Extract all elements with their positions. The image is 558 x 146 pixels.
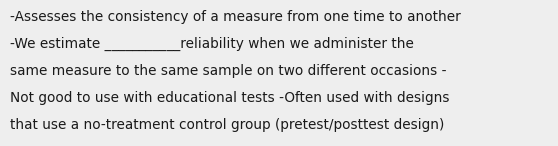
Text: -Assesses the consistency of a measure from one time to another: -Assesses the consistency of a measure f… [10, 10, 461, 24]
Text: Not good to use with educational tests -Often used with designs: Not good to use with educational tests -… [10, 91, 450, 105]
Text: -We estimate ___________reliability when we administer the: -We estimate ___________reliability when… [10, 37, 414, 51]
Text: same measure to the same sample on two different occasions -: same measure to the same sample on two d… [10, 64, 446, 78]
Text: that use a no-treatment control group (pretest/posttest design): that use a no-treatment control group (p… [10, 118, 444, 132]
